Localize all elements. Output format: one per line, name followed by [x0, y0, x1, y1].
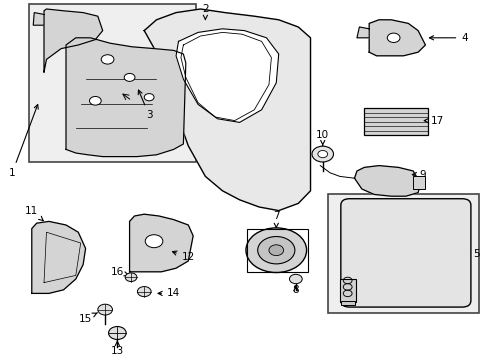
Text: 4: 4	[428, 33, 467, 43]
Text: 12: 12	[172, 251, 195, 262]
Bar	[364, 108, 427, 135]
Polygon shape	[144, 9, 310, 211]
Circle shape	[317, 150, 327, 158]
Text: 11: 11	[25, 206, 43, 221]
Polygon shape	[44, 9, 102, 72]
Text: 10: 10	[316, 130, 328, 145]
Text: 9: 9	[411, 170, 426, 180]
Circle shape	[144, 94, 154, 101]
Circle shape	[137, 287, 151, 297]
Polygon shape	[368, 20, 425, 56]
FancyBboxPatch shape	[340, 199, 470, 307]
Polygon shape	[356, 27, 368, 38]
Text: 13: 13	[110, 341, 124, 356]
Polygon shape	[129, 214, 193, 272]
Text: 15: 15	[79, 313, 97, 324]
Polygon shape	[354, 166, 420, 196]
Bar	[29, 4, 195, 162]
Circle shape	[386, 33, 399, 42]
Bar	[327, 194, 478, 313]
Circle shape	[145, 235, 163, 248]
Circle shape	[289, 274, 302, 284]
Polygon shape	[66, 38, 185, 157]
Bar	[246, 229, 307, 272]
Circle shape	[124, 73, 135, 81]
Text: 16: 16	[110, 267, 129, 277]
Circle shape	[245, 228, 306, 273]
Polygon shape	[176, 29, 278, 122]
Polygon shape	[32, 221, 85, 293]
Text: 6: 6	[355, 252, 362, 268]
Circle shape	[101, 55, 114, 64]
Text: 8: 8	[292, 285, 299, 295]
Circle shape	[98, 304, 112, 315]
Circle shape	[125, 273, 137, 282]
Circle shape	[108, 327, 126, 339]
Polygon shape	[33, 13, 44, 25]
Text: 2: 2	[202, 4, 208, 20]
Text: 17: 17	[424, 116, 444, 126]
Text: 3: 3	[138, 90, 152, 120]
Circle shape	[311, 146, 333, 162]
Circle shape	[257, 237, 294, 264]
Circle shape	[268, 245, 283, 256]
Text: 7: 7	[272, 211, 279, 228]
Bar	[340, 301, 354, 305]
Bar	[339, 279, 355, 302]
Circle shape	[89, 96, 101, 105]
Text: 1: 1	[9, 104, 38, 178]
Text: 5: 5	[465, 249, 479, 259]
Bar	[412, 176, 425, 189]
Text: 14: 14	[158, 288, 180, 298]
